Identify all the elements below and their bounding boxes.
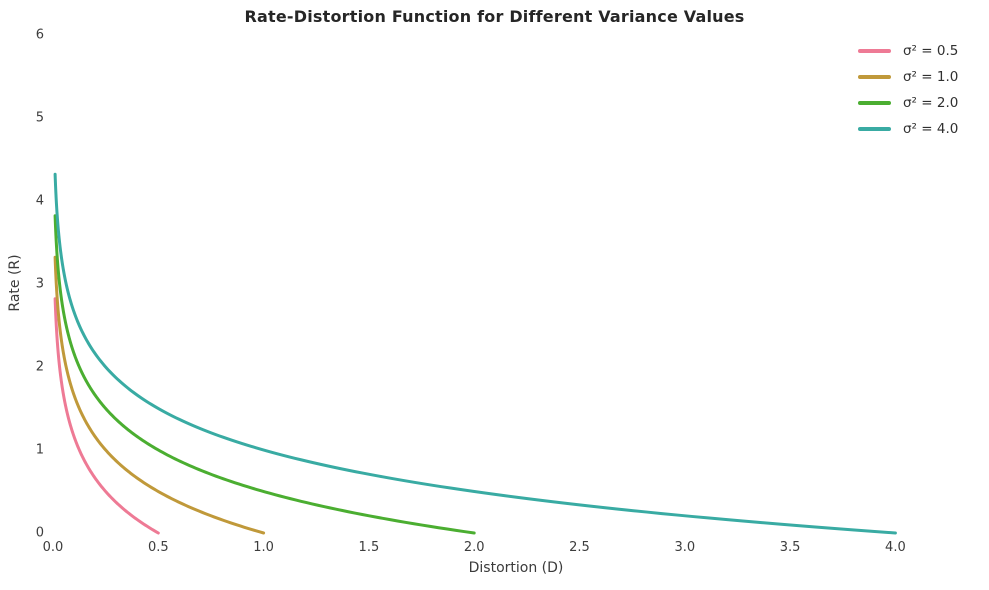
x-axis-label: Distortion (D) [468, 560, 564, 576]
y-tick-6: 6 [35, 27, 44, 43]
x-tick-4.0: 4.0 [885, 540, 906, 555]
legend-item-sigma2-0.5: σ² = 0.5 [858, 38, 958, 64]
legend-swatch-sigma2-0.5 [858, 49, 891, 53]
legend-item-sigma2-1.0: σ² = 1.0 [858, 64, 958, 90]
legend-label-sigma2-0.5: σ² = 0.5 [903, 43, 959, 59]
x-tick-1.5: 1.5 [358, 540, 380, 555]
legend-label-sigma2-4.0: σ² = 4.0 [903, 121, 959, 137]
y-tick-4: 4 [35, 193, 44, 209]
x-tick-0.0: 0.0 [42, 540, 64, 555]
curve-sigma2-0.5 [53, 297, 160, 535]
x-tick-2.0: 2.0 [463, 540, 485, 555]
legend-label-sigma2-2.0: σ² = 2.0 [903, 95, 959, 111]
curve-sigma2-4.0 [53, 172, 897, 535]
curve-sigma2-2.0 [53, 214, 476, 535]
y-tick-2: 2 [35, 359, 44, 375]
legend-item-sigma2-2.0: σ² = 2.0 [858, 90, 958, 116]
legend-swatch-sigma2-2.0 [858, 101, 891, 105]
legend-swatch-sigma2-4.0 [858, 127, 891, 131]
legend-label-sigma2-1.0: σ² = 1.0 [903, 69, 959, 85]
x-tick-3.0: 3.0 [674, 540, 696, 555]
y-tick-1: 1 [35, 442, 44, 458]
x-tick-0.5: 0.5 [147, 540, 169, 555]
legend-item-sigma2-4.0: σ² = 4.0 [858, 116, 958, 142]
y-tick-5: 5 [35, 110, 44, 126]
x-tick-1.0: 1.0 [253, 540, 274, 555]
y-axis-label: Rate (R) [7, 254, 23, 312]
curve-sigma2-1.0 [53, 255, 266, 535]
legend: σ² = 0.5 σ² = 1.0 σ² = 2.0 σ² = 4.0 [858, 38, 958, 142]
x-tick-2.5: 2.5 [569, 540, 590, 555]
x-tick-3.5: 3.5 [779, 540, 801, 555]
y-tick-3: 3 [35, 276, 44, 292]
y-tick-0: 0 [35, 525, 44, 541]
chart-title: Rate-Distortion Function for Different V… [244, 7, 745, 26]
legend-swatch-sigma2-1.0 [858, 75, 891, 79]
